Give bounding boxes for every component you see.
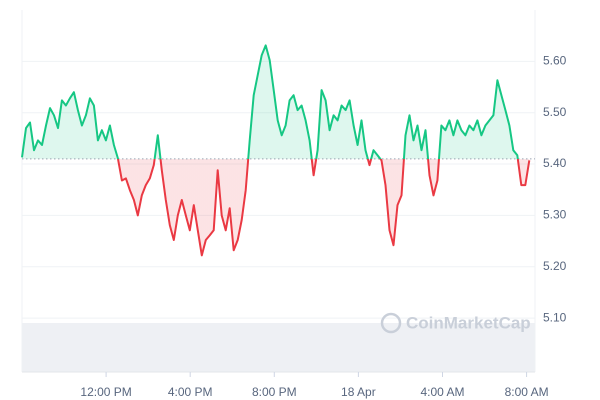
price-area (22, 45, 530, 256)
watermark: CoinMarketCap (380, 312, 531, 334)
watermark-logo (380, 312, 402, 334)
x-tick-label: 4:00 AM (420, 385, 464, 399)
watermark-text: CoinMarketCap (406, 313, 531, 332)
x-tick-label: 18 Apr (341, 385, 376, 399)
x-tick-label: 12:00 PM (80, 385, 131, 399)
y-tick-label: 5.30 (543, 208, 567, 222)
y-tick-label: 5.20 (543, 259, 567, 273)
y-tick-label: 5.40 (543, 156, 567, 170)
x-tick-label: 8:00 PM (252, 385, 297, 399)
volume-area (22, 323, 535, 372)
y-tick-label: 5.10 (543, 310, 567, 324)
x-tick-label: 4:00 PM (168, 385, 213, 399)
y-tick-label: 5.50 (543, 105, 567, 119)
x-tick-label: 8:00 AM (505, 385, 549, 399)
y-tick-label: 5.60 (543, 54, 567, 68)
price-line (21, 44, 531, 257)
